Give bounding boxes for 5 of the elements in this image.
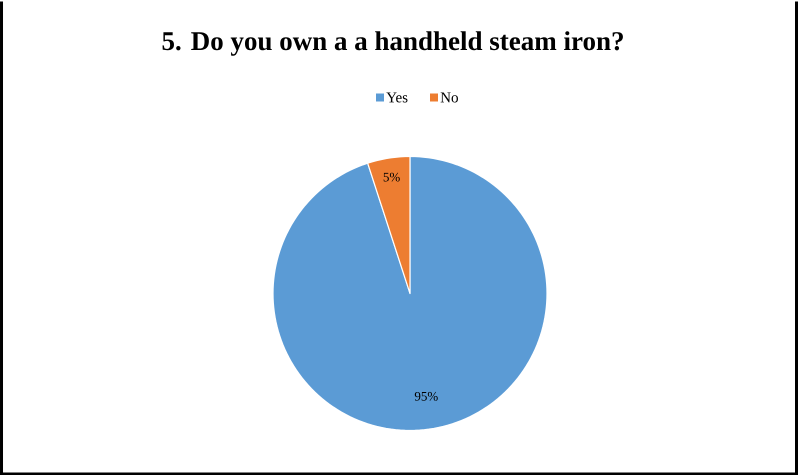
- legend-label: No: [440, 92, 458, 102]
- data-label: 5%: [384, 172, 400, 182]
- legend-label: Yes: [386, 92, 408, 102]
- data-label: 95%: [414, 392, 438, 400]
- chart-title: 5. Do you own a a handheld steam iron?: [162, 30, 623, 56]
